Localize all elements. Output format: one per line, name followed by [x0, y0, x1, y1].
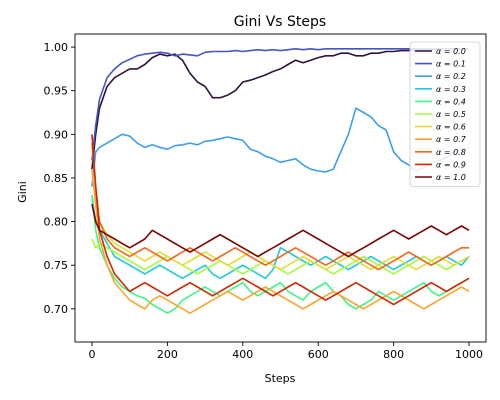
series-line-1 [91, 47, 469, 161]
x-axis-label: Steps [265, 372, 296, 385]
chart-title: Gini Vs Steps [234, 14, 326, 30]
legend-label: α = 0.1 [436, 60, 466, 69]
legend-label: α = 0.8 [436, 148, 466, 157]
series-line-8 [91, 143, 469, 271]
y-tick-label: 0.85 [44, 172, 69, 185]
x-tick-label: 1000 [455, 348, 483, 361]
series-layer [91, 47, 470, 315]
y-tick-label: 0.80 [44, 216, 69, 229]
y-tick-label: 1.00 [44, 41, 69, 54]
y-tick-label: 0.90 [44, 128, 69, 141]
x-tick-label: 600 [308, 348, 329, 361]
legend-label: α = 0.7 [436, 135, 467, 144]
series-line-6 [91, 169, 470, 271]
series-line-4 [91, 195, 470, 315]
y-tick-label: 0.70 [44, 303, 69, 316]
y-tick-label: 0.95 [44, 85, 69, 98]
series-line-2 [91, 107, 470, 187]
legend-label: α = 1.0 [436, 173, 466, 182]
y-axis-label: Gini [16, 181, 29, 203]
legend: α = 0.0 α = 0.1 α = 0.2 α = 0.3 α = 0.4 α = 0… [409, 41, 481, 188]
plot-frame [74, 33, 487, 343]
legend-box [409, 41, 481, 188]
series-line-9 [91, 134, 470, 306]
legend-label: α = 0.4 [436, 97, 466, 106]
legend-label: α = 0.2 [436, 72, 466, 81]
legend-label: α = 0.5 [436, 110, 466, 119]
axes-layer: 0 200 400 600 800 1000 0.70 0.75 0.80 0.85 0.90 0.9… [44, 33, 487, 361]
x-tick-label: 0 [88, 348, 95, 361]
legend-label: α = 0.6 [436, 123, 466, 132]
legend-label: α = 0.9 [436, 160, 466, 169]
y-tick-label: 0.75 [44, 259, 69, 272]
legend-label: α = 0.3 [436, 85, 466, 94]
legend-label: α = 0.0 [436, 47, 466, 56]
x-tick-label: 200 [157, 348, 178, 361]
series-line-0 [91, 47, 469, 170]
x-tick-label: 800 [383, 348, 404, 361]
x-tick-label: 400 [232, 348, 253, 361]
series-line-10 [91, 203, 470, 258]
